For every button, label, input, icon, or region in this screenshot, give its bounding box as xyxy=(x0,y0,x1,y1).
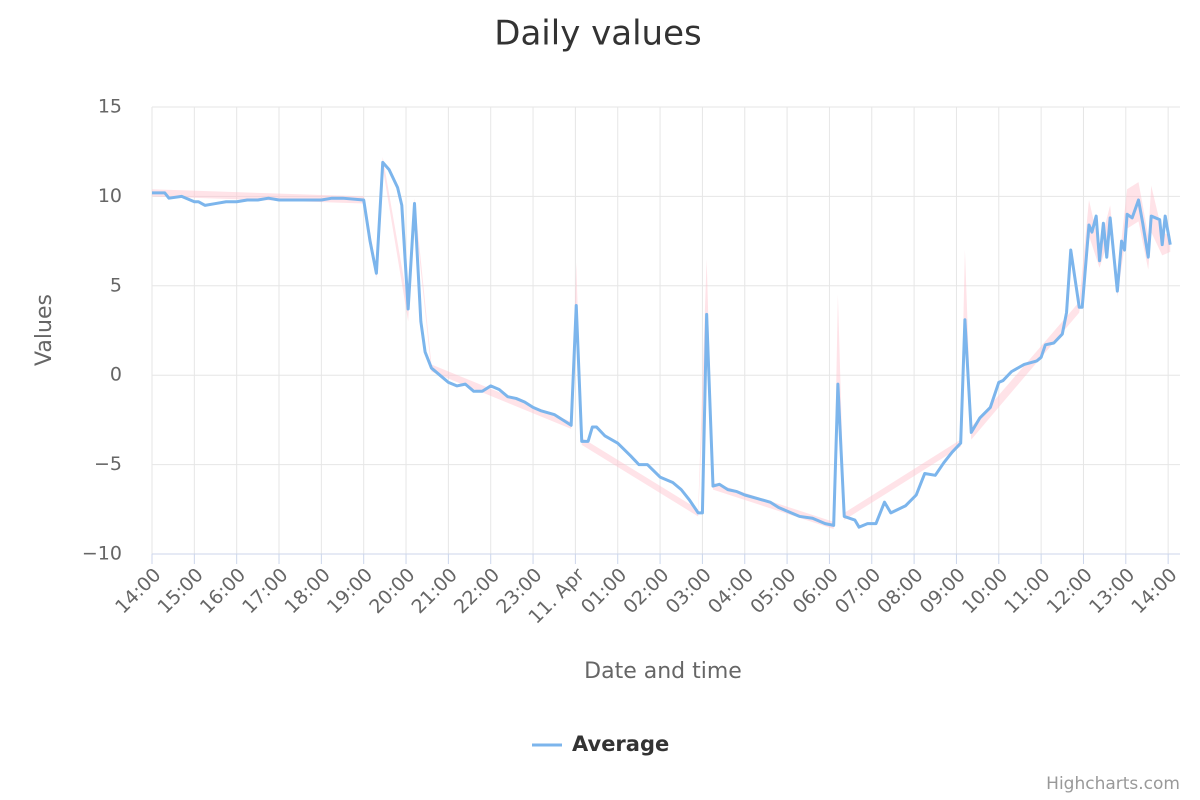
line xyxy=(152,160,1172,529)
y-tick-label: −5 xyxy=(94,453,122,475)
y-tick-label: 5 xyxy=(110,274,122,296)
y-tick-label: 10 xyxy=(98,185,122,207)
y-tick-label: 15 xyxy=(98,96,122,118)
legend-label: Average xyxy=(572,732,669,756)
chart-title: Daily values xyxy=(494,14,701,54)
y-tick-label: −10 xyxy=(82,543,122,565)
credits: Highcharts.com xyxy=(1046,774,1180,794)
x-axis-title: Date and time xyxy=(584,659,742,684)
y-tick-label: 0 xyxy=(110,364,122,386)
y-axis-title: Values xyxy=(32,294,57,366)
